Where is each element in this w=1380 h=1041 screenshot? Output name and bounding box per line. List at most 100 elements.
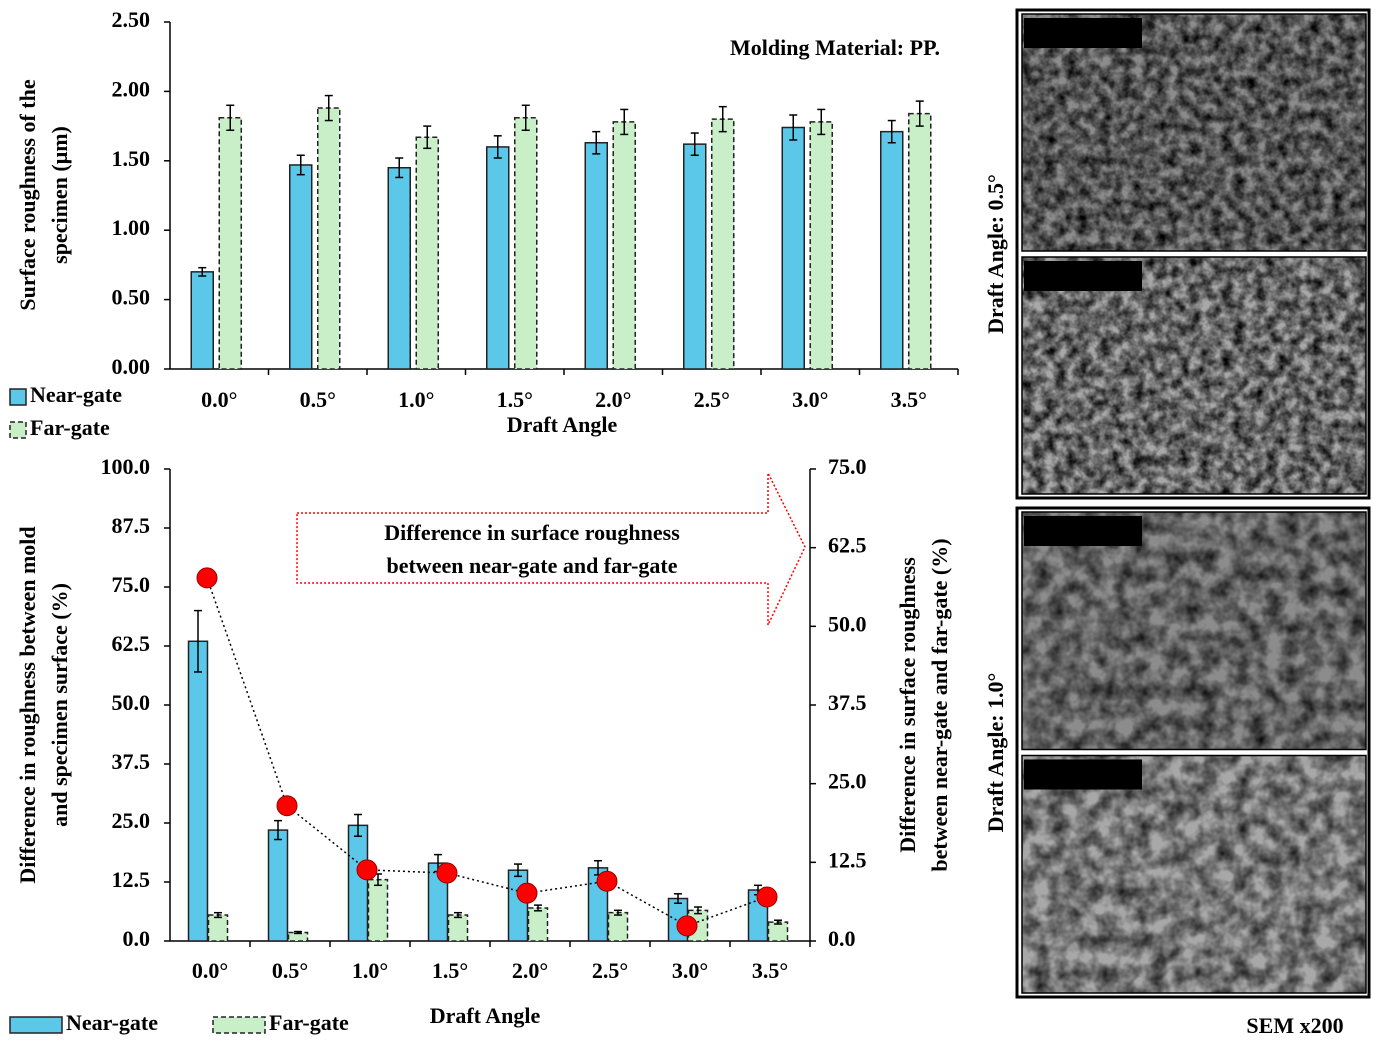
bar xyxy=(908,112,932,370)
error-bar xyxy=(354,813,362,837)
error-bar xyxy=(817,108,826,136)
marker xyxy=(356,859,378,881)
error-bar xyxy=(454,911,462,919)
bar xyxy=(347,824,369,942)
y-tick-label: 0.00 xyxy=(112,354,151,379)
x-tick-label: 1.0° xyxy=(398,387,434,412)
bar xyxy=(317,107,341,370)
bar xyxy=(514,117,538,370)
error-bar xyxy=(423,125,432,150)
error-bar xyxy=(620,108,629,136)
y-tick-label: 25.0 xyxy=(112,808,151,833)
error-bar xyxy=(226,104,235,132)
x-tick-label: 2.5° xyxy=(694,387,730,412)
bar xyxy=(415,136,439,370)
sem-image xyxy=(1022,512,1366,750)
x-tick-label: 1.0° xyxy=(352,958,388,983)
error-bar xyxy=(514,863,522,878)
y-axis-title: Surface roughness of the xyxy=(15,79,40,310)
error-bar xyxy=(395,157,404,179)
error-bar xyxy=(690,132,699,156)
x-tick-label: 2.0° xyxy=(512,958,548,983)
annotation: between near-gate and far-gate xyxy=(386,553,677,578)
bar xyxy=(367,878,389,942)
sem-label: Near-gate xyxy=(1037,517,1129,542)
error-bar xyxy=(214,911,222,919)
y-tick-label: 0.50 xyxy=(112,285,151,310)
error-bar xyxy=(694,906,702,915)
bar xyxy=(767,921,789,942)
bar xyxy=(218,117,242,370)
marker xyxy=(276,795,298,817)
x-axis-title: Draft Angle xyxy=(430,1003,541,1028)
bar xyxy=(607,911,629,942)
x-axis-title: Draft Angle xyxy=(507,412,618,437)
y-tick-label: 87.5 xyxy=(112,513,151,538)
marker xyxy=(676,915,698,937)
legend-swatch xyxy=(9,1016,63,1034)
x-tick-label: 0.5° xyxy=(272,958,308,983)
marker xyxy=(756,886,778,908)
y-tick-label: 12.5 xyxy=(112,867,151,892)
y2-tick-label: 75.0 xyxy=(828,454,867,479)
legend-label: Near-gate xyxy=(66,1010,158,1035)
error-bar xyxy=(274,819,282,841)
y2-tick-label: 62.5 xyxy=(828,533,867,558)
legend-swatch xyxy=(212,1016,266,1034)
error-bar xyxy=(774,919,782,925)
sem-group-label: Draft Angle: 1.0° xyxy=(983,673,1008,833)
y-tick-label: 75.0 xyxy=(112,572,151,597)
error-bar xyxy=(198,266,207,277)
marker xyxy=(436,862,458,884)
sem-label: Far-gate xyxy=(1043,262,1123,287)
error-bar xyxy=(296,154,305,176)
error-bar xyxy=(915,100,924,127)
bar xyxy=(507,869,529,942)
bar xyxy=(447,914,469,942)
bar xyxy=(289,164,313,370)
error-bar xyxy=(887,119,896,144)
error-bar xyxy=(534,904,542,912)
sem-label-bg xyxy=(1024,18,1142,48)
y-axis-title: Difference in roughness between mold xyxy=(15,526,40,883)
sem-image xyxy=(1022,14,1366,251)
bar xyxy=(486,146,510,370)
error-bar xyxy=(294,930,302,935)
sem-label-bg xyxy=(1024,516,1142,546)
y-axis-title: specimen (μm) xyxy=(47,126,72,264)
error-bar xyxy=(674,893,682,904)
x-tick-label: 1.5° xyxy=(497,387,533,412)
error-bar xyxy=(592,130,601,155)
legend-label: Far-gate xyxy=(269,1010,349,1035)
legend-label: Far-gate xyxy=(30,415,110,440)
bar xyxy=(207,914,229,942)
sem-group-label: Draft Angle: 0.5° xyxy=(983,174,1008,334)
sem-label-bg xyxy=(1024,261,1142,291)
y2-tick-label: 12.5 xyxy=(828,847,867,872)
x-tick-label: 2.0° xyxy=(595,387,631,412)
bar xyxy=(711,118,735,370)
marker xyxy=(516,882,538,904)
bar xyxy=(584,142,608,370)
x-tick-label: 3.5° xyxy=(891,387,927,412)
y2-tick-label: 25.0 xyxy=(828,769,867,794)
y-tick-label: 1.50 xyxy=(112,146,151,171)
error-bar xyxy=(521,104,530,132)
marker xyxy=(196,567,218,589)
y2-axis-title: between near-gate and far-gate (%) xyxy=(927,538,952,871)
y-tick-label: 0.0 xyxy=(123,926,151,951)
bar xyxy=(683,143,707,370)
x-tick-label: 2.5° xyxy=(592,958,628,983)
x-tick-label: 3.0° xyxy=(672,958,708,983)
y-tick-label: 2.50 xyxy=(112,7,151,32)
x-tick-label: 3.5° xyxy=(752,958,788,983)
error-bar xyxy=(194,609,202,673)
y-tick-label: 100.0 xyxy=(101,454,151,479)
annotation: Difference in surface roughness xyxy=(384,520,680,545)
y-tick-label: 1.00 xyxy=(112,215,151,240)
error-bar xyxy=(718,105,727,133)
annotation-arrow xyxy=(296,472,806,626)
legend-swatch xyxy=(9,388,27,406)
y-axis-title: and specimen surface (%) xyxy=(47,583,72,827)
